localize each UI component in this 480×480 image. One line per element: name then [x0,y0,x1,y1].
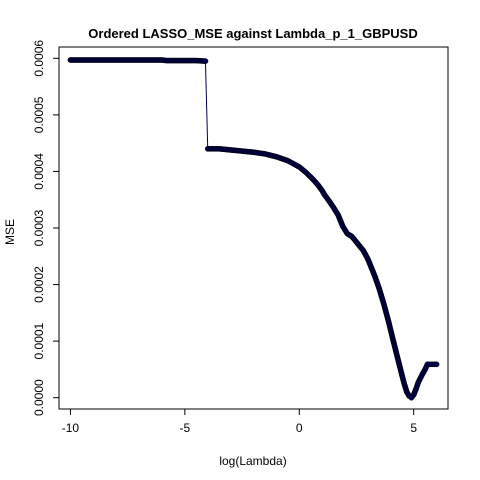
y-tick-label: 0.0000 [32,379,46,416]
y-axis: 0.0000 0.0001 0.0002 0.0003 0.0004 0.0005 0.00… [32,40,59,416]
x-tick-label: 5 [410,421,417,435]
y-axis-label: MSE [3,219,17,245]
chart-title: Ordered LASSO_MSE against Lambda_p_1_GBP… [88,26,417,41]
series-layer [67,57,440,401]
plot-frame [58,46,449,410]
y-tick-label: 0.0005 [32,96,46,133]
y-tick-label: 0.0004 [32,153,46,190]
series-line [70,59,437,399]
x-axis: -10 -5 0 5 [62,409,417,435]
x-tick-label: -10 [62,421,80,435]
x-axis-label: log(Lambda) [219,454,286,468]
data-point [202,58,209,64]
y-tick-label: 0.0001 [32,322,46,359]
y-tick-label: 0.0006 [32,40,46,77]
x-tick-label: -5 [180,421,191,435]
y-tick-label: 0.0003 [32,209,46,246]
data-point [433,361,440,368]
y-tick-label: 0.0002 [32,266,46,303]
x-tick-label: 0 [296,421,303,435]
